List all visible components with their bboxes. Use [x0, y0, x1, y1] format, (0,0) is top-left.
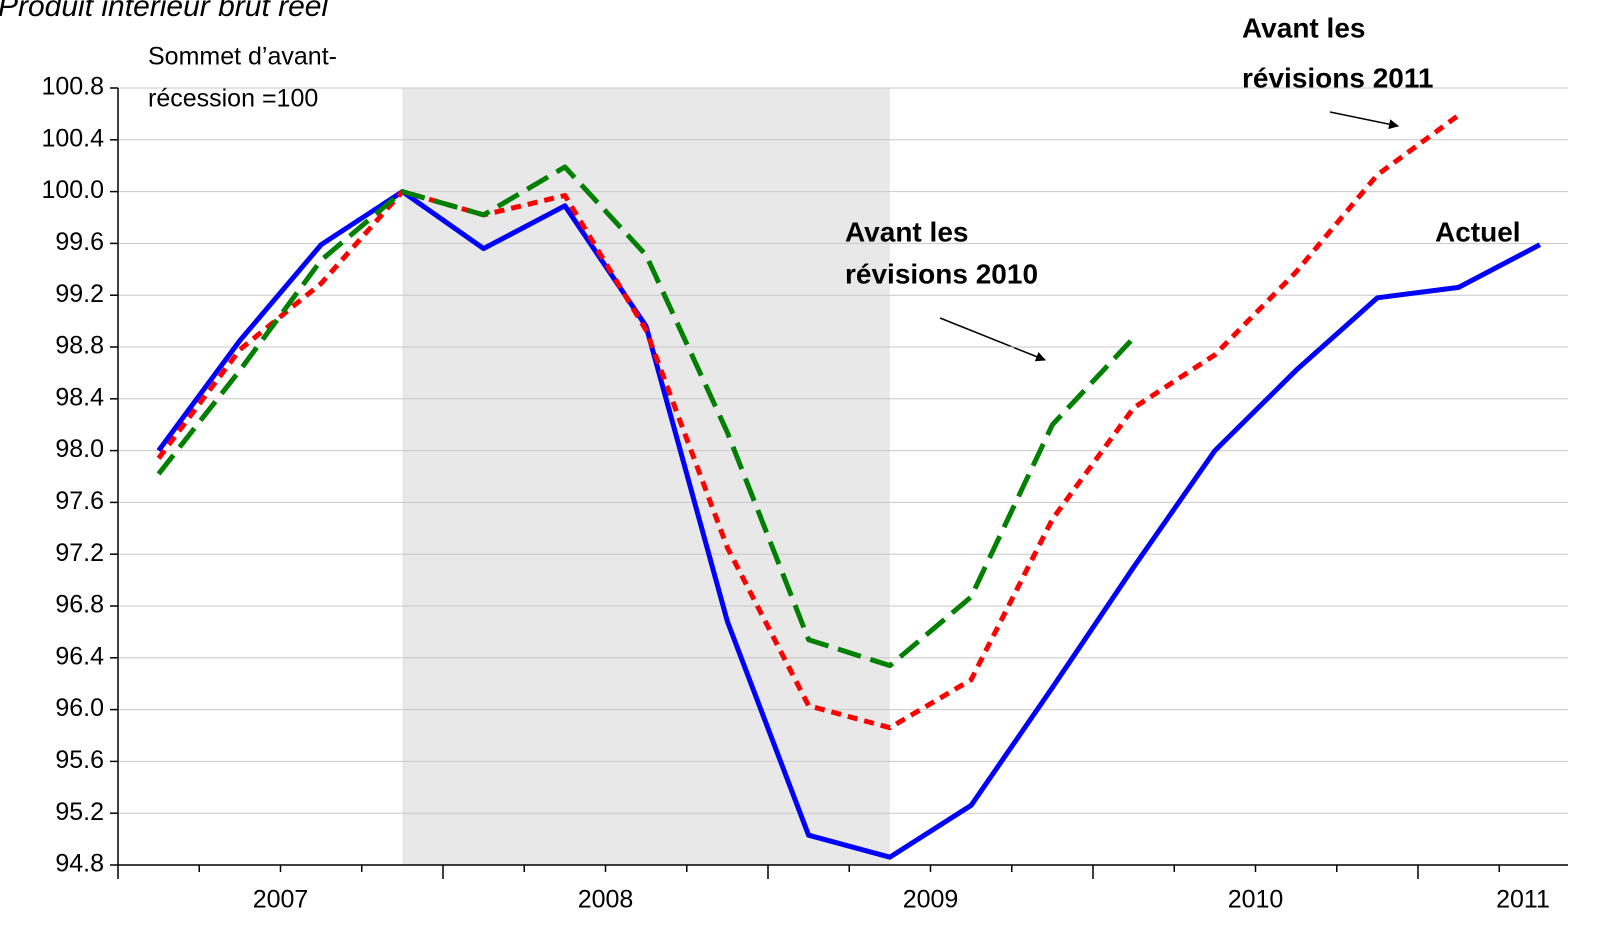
x-tick-label: 2010: [1228, 886, 1284, 914]
y-tick-label: 97.6: [55, 487, 104, 515]
y-tick-label: 96.4: [55, 642, 104, 670]
x-tick-label: 2007: [253, 886, 309, 914]
y-tick-label: 96.8: [55, 591, 104, 619]
annotation: révisions 2010: [845, 258, 1038, 289]
arrow: [939, 317, 1046, 362]
y-tick-label: 99.2: [55, 280, 104, 308]
y-tick-label: 99.6: [55, 228, 104, 256]
y-tick-label: 98.8: [55, 332, 104, 360]
annotation: révisions 2011: [1242, 62, 1433, 93]
annotation: Sommet d’avant-: [148, 43, 337, 71]
y-tick-label: 100.4: [41, 124, 104, 152]
y-tick-label: 95.2: [55, 798, 104, 826]
y-tick-label: 95.6: [55, 746, 104, 774]
y-tick-label: 100.0: [41, 176, 104, 204]
y-tick-label: 98.4: [55, 383, 104, 411]
y-tick-label: 97.2: [55, 539, 104, 567]
x-tick-label: 2008: [578, 886, 634, 914]
y-tick-label: 100.8: [41, 73, 104, 101]
annotation: Actuel: [1435, 216, 1521, 247]
arrow: [1329, 111, 1399, 130]
annotation: récession =100: [148, 85, 318, 113]
y-tick-label: 98.0: [55, 435, 104, 463]
recession-shade: [402, 88, 890, 865]
annotation: Avant les: [1242, 12, 1365, 43]
y-tick-label: 96.0: [55, 694, 104, 722]
annotation: Avant les: [845, 216, 968, 247]
x-tick-label: 2011: [1496, 886, 1550, 914]
chart-title: Produit intérieur brut réel: [0, 0, 329, 23]
y-tick-label: 94.8: [55, 850, 104, 878]
x-tick-label: 2009: [903, 886, 959, 914]
